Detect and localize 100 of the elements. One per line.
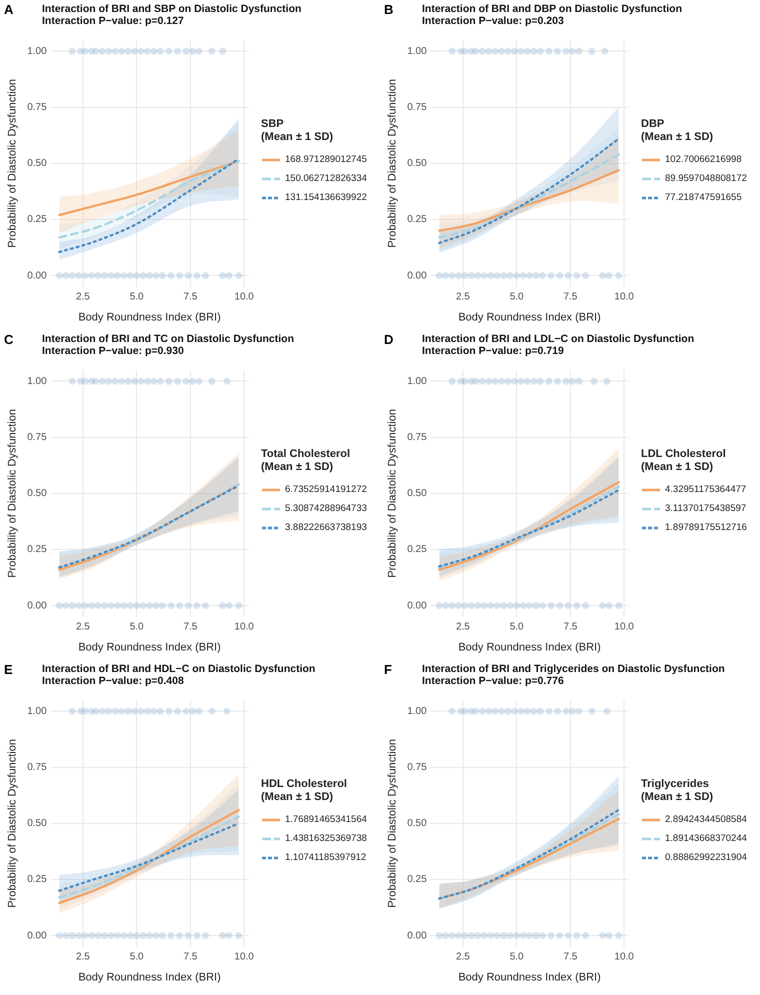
y-tick-label: 0.25 [27,214,48,226]
legend-title: LDL Cholesterol (Mean ± 1 SD) [641,448,727,474]
legend-title: Total Cholesterol (Mean ± 1 SD) [261,448,352,474]
chart-title: Interaction of BRI and LDL−C on Diastolic Dysfunction [422,333,694,345]
x-tick-label: 10.0 [234,622,254,633]
y-tick-label: 0.50 [407,488,428,500]
y-tick-label: 0.50 [407,158,428,170]
y-tick-label: 1.00 [27,706,48,717]
chart-title: Interaction of BRI and TC on Diastolic Dysfunction [42,333,294,345]
legend-label: 6.73525914191272 [285,484,367,495]
chart-subtitle: Interaction P−value: p=0.408 [42,675,185,687]
y-tick-label: 0.00 [407,600,428,612]
x-axis-title: Body Roundness Index (BRI) [458,641,601,654]
y-tick-label: 0.75 [407,432,428,444]
x-tick-label: 5.0 [510,952,524,963]
y-tick-label: 0.25 [407,214,428,226]
y-tick-label: 1.00 [407,46,428,57]
y-tick-label: 0.25 [407,544,428,556]
y-tick-label: 0.25 [27,874,48,886]
line-series [58,158,240,254]
legend-label: 1.89789175512716 [665,522,747,533]
y-axis-title: Probability of Diastolic Dysfunction [6,739,19,908]
chart-subtitle: Interaction P−value: p=0.127 [42,15,185,27]
legend-title: DBP (Mean ± 1 SD) [641,118,714,144]
y-tick-label: 0.50 [27,158,48,170]
legend-title: HDL Cholesterol (Mean ± 1 SD) [261,778,348,804]
x-tick-label: 5.0 [510,292,524,303]
legend-label: 1.10741185397912 [285,852,366,863]
y-tick-label: 0.00 [407,930,428,942]
line-series [438,169,620,232]
legend-label: 0.88862992231904 [665,852,747,863]
legend-label: 89.9597048808172 [665,173,747,184]
x-tick-label: 7.5 [183,622,198,633]
y-tick-label: 1.00 [407,376,428,387]
y-axis-title: Probability of Diastolic Dysfunction [386,79,399,248]
x-tick-label: 7.5 [563,622,578,633]
y-tick-label: 0.75 [407,102,428,114]
x-axis-title: Body Roundness Index (BRI) [78,971,221,984]
y-tick-label: 0.00 [27,270,48,282]
y-axis-title: Probability of Diastolic Dysfunction [6,79,19,248]
x-axis-title: Body Roundness Index (BRI) [78,311,221,324]
x-tick-label: 5.0 [130,952,144,963]
legend-label: 1.76891465341564 [285,814,367,825]
x-tick-label: 10.0 [234,292,254,303]
x-tick-label: 2.5 [76,952,90,963]
y-tick-label: 0.50 [27,488,48,500]
x-tick-label: 2.5 [456,952,470,963]
x-axis-title: Body Roundness Index (BRI) [458,311,601,324]
x-tick-label: 2.5 [76,622,90,633]
legend-label: 131.154136639922 [285,192,367,203]
y-tick-label: 0.50 [27,818,48,830]
x-tick-label: 10.0 [614,622,634,633]
legend-label: 1.89143668370244 [665,833,747,844]
x-tick-label: 10.0 [234,952,254,963]
x-tick-label: 2.5 [456,292,470,303]
chart-title: Interaction of BRI and DBP on Diastolic Dysfunction [422,3,682,15]
x-axis-title: Body Roundness Index (BRI) [78,641,221,654]
legend-title: Triglycerides (Mean ± 1 SD) [641,778,714,804]
y-tick-label: 0.75 [27,762,48,774]
x-axis-title: Body Roundness Index (BRI) [458,971,601,984]
x-tick-label: 7.5 [183,292,198,303]
legend-label: 77.218747591655 [665,192,742,203]
y-tick-label: 1.00 [27,46,48,57]
x-tick-label: 2.5 [456,622,470,633]
text: C [4,332,14,347]
y-tick-label: 0.75 [27,432,48,444]
chart-title: Interaction of BRI and Triglycerides on Diastolic Dysfunction [422,663,725,675]
legend-label: 1.43816325369738 [285,833,367,844]
chart-title: Interaction of BRI and SBP on Diastolic Dysfunction [42,3,302,15]
legend-label: 168.971289012745 [285,154,367,165]
legend-label: 150.062712826334 [285,173,367,184]
x-tick-label: 10.0 [614,292,634,303]
text: E [4,662,13,677]
y-tick-label: 0.75 [407,762,428,774]
chart-title: Interaction of BRI and HDL−C on Diastolic Dysfunction [42,663,316,675]
y-axis-title: Probability of Diastolic Dysfunction [6,409,19,578]
y-tick-label: 0.50 [407,818,428,830]
chart-subtitle: Interaction P−value: p=0.203 [422,15,565,27]
y-tick-label: 0.75 [27,102,48,114]
y-tick-label: 1.00 [27,376,48,387]
x-tick-label: 7.5 [563,952,578,963]
x-tick-label: 2.5 [76,292,90,303]
legend-label: 102.70066216998 [665,154,742,165]
x-tick-label: 7.5 [563,292,578,303]
y-tick-label: 0.00 [27,930,48,942]
y-tick-label: 0.25 [27,544,48,556]
text: B [384,2,394,17]
x-tick-label: 5.0 [130,622,144,633]
line-series [58,160,240,239]
x-tick-label: 5.0 [130,292,144,303]
chart-subtitle: Interaction P−value: p=0.719 [422,345,565,357]
legend-label: 3.11370175438597 [665,503,746,514]
y-tick-label: 0.25 [407,874,428,886]
y-tick-label: 0.00 [407,270,428,282]
line-series [438,153,620,239]
chart-subtitle: Interaction P−value: p=0.930 [42,345,185,357]
legend-label: 2.89424344508584 [665,814,747,825]
y-axis-title: Probability of Diastolic Dysfunction [386,739,399,908]
x-tick-label: 5.0 [510,622,524,633]
legend-label: 3.88222663738193 [285,522,367,533]
